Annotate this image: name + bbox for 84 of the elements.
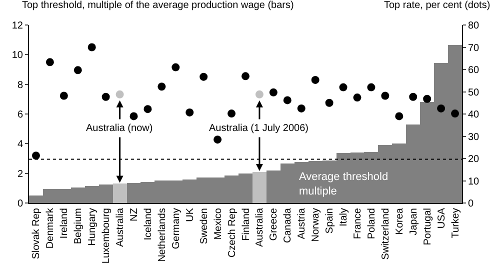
point [367,83,376,92]
point [228,110,236,118]
x-tick-label: Austria [296,208,308,240]
annotation: Australia (now) [86,123,153,134]
point [200,72,208,81]
point [116,90,124,98]
x-tick-label: Canada [282,208,294,244]
point [269,88,278,96]
y2-tick-label: 40 [468,110,480,120]
point [186,108,194,116]
x-tick-label: Switzerland [380,208,392,260]
x-tick-label: Mexico [212,208,224,240]
point [32,152,40,160]
x-tick-label: Poland [366,208,378,240]
x-tick-label: UK [184,208,196,222]
y-tick-label: 6 [17,110,24,120]
x-tick-label: Luxembourg [101,208,112,264]
x-tick-label: Germany [170,208,182,250]
point [46,58,54,66]
x-tick-label: France [352,208,364,240]
point [409,92,418,101]
x-tick-label: Portugal [422,208,434,246]
bar [252,172,266,203]
point [60,92,68,100]
ref-line-label: Average threshold multiple [299,171,388,198]
y-tick-label: 2 [17,168,24,180]
x-tick-label: Korea [394,208,406,235]
point [353,94,362,102]
x-tick-label: Netherlands [156,208,168,262]
x-tick-label: Ireland [59,208,70,239]
x-tick-label: Iceland [142,208,154,240]
y-tick-label: 8 [17,80,24,91]
point [325,98,334,107]
point [88,43,96,52]
y-tick-label: 0 [17,198,24,210]
x-tick-label: Denmark [45,207,56,249]
point [395,112,404,120]
annotation: Australia (1 July 2006) [209,123,308,134]
y2-tick-label: 60 [468,65,480,76]
y2-tick-label: 50 [468,87,480,98]
x-tick-label: Norway [310,208,322,242]
x-tick-label: Spain [324,208,336,234]
y-tick-label: 12 [12,20,24,32]
point [423,94,432,103]
point [311,76,320,84]
point [381,92,390,100]
point [144,105,152,114]
x-tick-label: Czech Rep [226,208,238,258]
y2-tick-label: 10 [468,176,480,188]
point [74,66,82,74]
x-tick-label: Australia [254,208,266,247]
y2-tick-label: 70 [468,42,480,54]
point [214,136,222,144]
point [451,110,460,118]
point [255,90,264,98]
x-tick-label: Sweden [198,208,210,244]
point [283,96,292,104]
x-tick-label: NZ [129,208,140,222]
point [437,104,446,112]
point [158,82,166,91]
x-tick-label: Slovak Rep [31,208,42,260]
x-tick-label: Japan [408,208,420,236]
y-tick-label: 4 [17,139,24,150]
point [297,104,306,112]
x-tick-label: USA [436,208,448,229]
y2-tick-label: 30 [468,132,480,143]
point [172,63,180,72]
x-tick-label: Greece [268,208,280,241]
x-tick-label: Turkey [450,208,462,238]
y2-tick-label: 80 [468,20,480,32]
y-tick-label: 10 [12,50,24,62]
y2-tick-label: 0 [468,198,474,210]
y-axis-title: Top threshold, multiple of the average production wage (bars) [22,0,294,11]
point [130,112,138,120]
point [102,92,110,101]
point [339,83,348,92]
y2-axis-title: Top rate, per cent (dots) [384,0,490,11]
x-tick-label: Italy [338,208,350,226]
x-tick-label: Belgium [73,208,84,244]
point [242,72,250,80]
y2-tick-label: 20 [468,154,480,165]
x-tick-label: Finland [240,208,252,241]
x-tick-label: Australia [115,208,126,247]
x-tick-label: Hungary [87,208,98,246]
